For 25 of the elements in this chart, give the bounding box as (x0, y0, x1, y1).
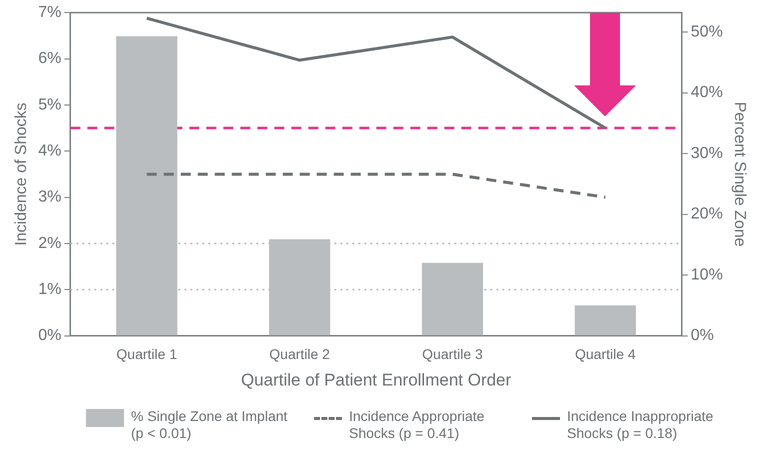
legend-label: Incidence Inappropriate Shocks (p = 0.18) (567, 408, 714, 442)
y-tick-label: 2% (38, 234, 62, 252)
y2-tick-label: 30% (690, 144, 723, 162)
x-tick-label: Quartile 2 (269, 346, 330, 362)
legend-label: % Single Zone at Implant (p < 0.01) (131, 408, 288, 442)
bar (574, 305, 636, 336)
y-tick-label: 0% (38, 327, 62, 344)
y2-tick-label: 50% (690, 23, 723, 40)
x-tick-label: Quartile 4 (574, 346, 636, 362)
y-tick-label: 1% (38, 281, 62, 298)
x-axis-title: Quartile of Patient Enrollment Order (240, 370, 512, 390)
x-tick-label: Quartile 3 (422, 346, 484, 362)
legend-label: Incidence Appropriate Shocks (p = 0.41) (349, 408, 486, 442)
y-tick-label: 6% (38, 50, 62, 68)
x-tick-label: Quartile 1 (116, 346, 178, 362)
y-tick-label: 7% (38, 4, 62, 22)
y2-axis-title: Percent Single Zone (730, 102, 748, 247)
y2-tick-label: 10% (690, 266, 723, 284)
y2-tick-label: 20% (690, 206, 723, 223)
y2-tick-label: 40% (690, 84, 723, 102)
y2-tick-label: 0% (690, 327, 714, 344)
y-tick-label: 3% (38, 188, 62, 206)
y-axis-title: Incidence of Shocks (13, 102, 30, 246)
y-tick-label: 4% (38, 142, 62, 160)
y-tick-label: 5% (38, 96, 62, 114)
